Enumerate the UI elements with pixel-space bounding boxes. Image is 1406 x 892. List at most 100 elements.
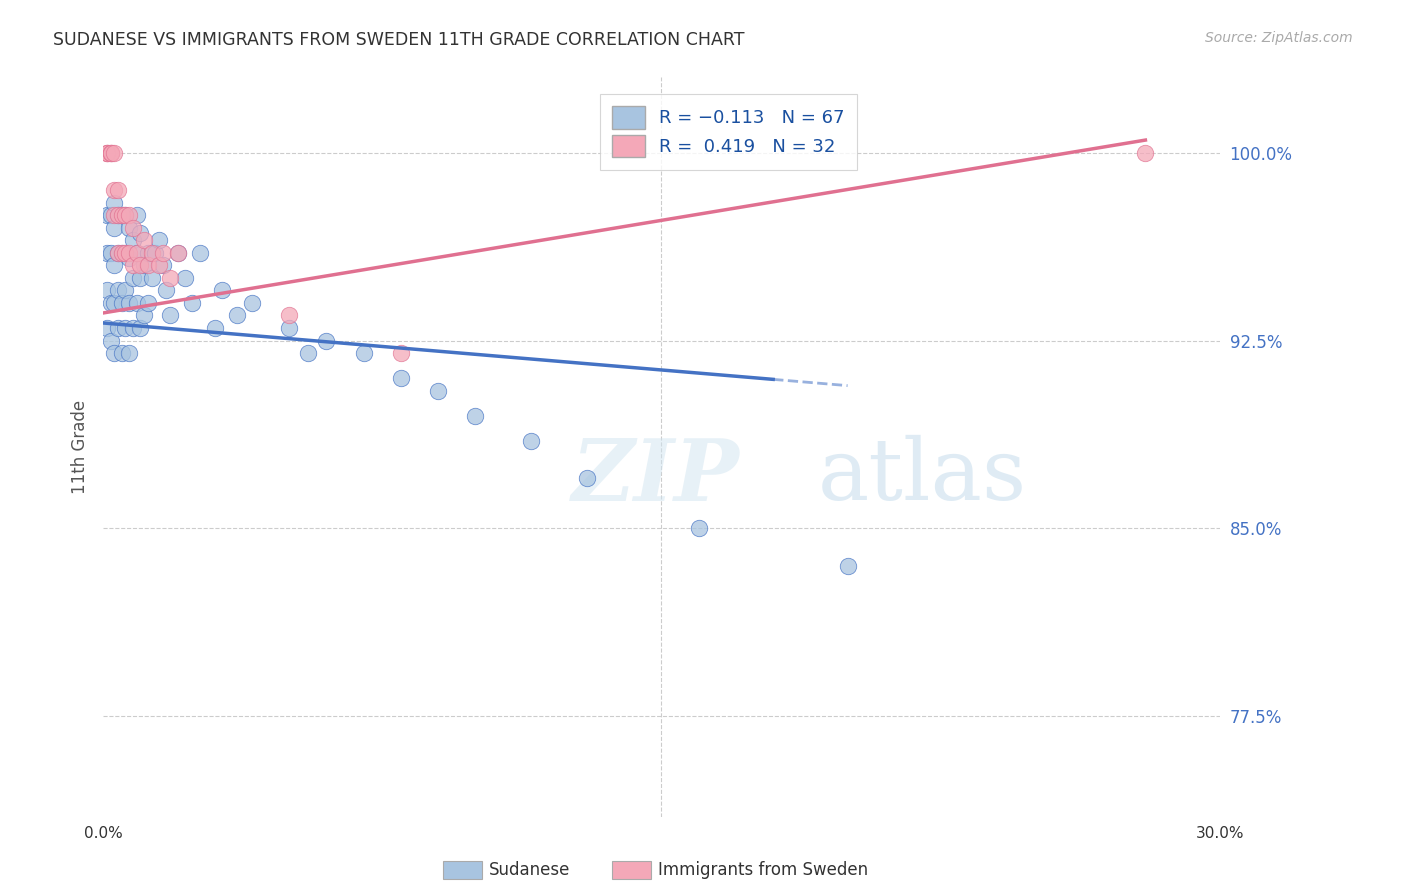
Point <box>159 309 181 323</box>
Point <box>122 233 145 247</box>
Point <box>111 208 134 222</box>
Point <box>96 145 118 160</box>
Point <box>143 245 166 260</box>
Point <box>96 208 118 222</box>
Point <box>141 245 163 260</box>
Point <box>141 271 163 285</box>
Point <box>136 258 159 272</box>
Point <box>107 245 129 260</box>
Text: ZIP: ZIP <box>572 434 740 518</box>
Point <box>107 183 129 197</box>
Point <box>125 245 148 260</box>
Point <box>389 346 412 360</box>
Point <box>114 245 136 260</box>
Point <box>1135 145 1157 160</box>
Text: atlas: atlas <box>818 435 1026 518</box>
Point <box>114 208 136 222</box>
Point <box>125 245 148 260</box>
Point <box>125 208 148 222</box>
Point <box>96 321 118 335</box>
Point <box>122 271 145 285</box>
Point <box>278 309 301 323</box>
Point <box>100 145 122 160</box>
Point <box>111 208 134 222</box>
Point <box>96 145 118 160</box>
Point <box>100 334 122 348</box>
Point <box>118 208 141 222</box>
Point <box>166 245 188 260</box>
Point <box>118 245 141 260</box>
Point <box>114 245 136 260</box>
Point <box>111 296 134 310</box>
Point <box>576 471 599 485</box>
Point <box>96 245 118 260</box>
Point <box>122 220 145 235</box>
Point <box>688 521 710 535</box>
Point <box>100 296 122 310</box>
Point <box>152 258 174 272</box>
Text: Immigrants from Sweden: Immigrants from Sweden <box>658 861 868 879</box>
Point <box>100 145 122 160</box>
Point <box>103 145 125 160</box>
Point <box>118 346 141 360</box>
Point <box>103 183 125 197</box>
Point <box>114 284 136 298</box>
Point <box>837 559 859 574</box>
Point <box>174 271 197 285</box>
Point <box>204 321 226 335</box>
Point <box>103 195 125 210</box>
Point <box>181 296 204 310</box>
Point <box>103 208 125 222</box>
Point <box>136 245 159 260</box>
Point <box>103 220 125 235</box>
Point <box>103 296 125 310</box>
Point <box>114 321 136 335</box>
Point <box>129 271 152 285</box>
Point <box>389 371 412 385</box>
Point <box>103 258 125 272</box>
Point <box>111 245 134 260</box>
Point <box>111 245 134 260</box>
Point <box>122 321 145 335</box>
Legend: R = −0.113   N = 67, R =  0.419   N = 32: R = −0.113 N = 67, R = 0.419 N = 32 <box>599 94 858 169</box>
Point <box>520 434 543 448</box>
Point <box>152 245 174 260</box>
Point <box>129 321 152 335</box>
Point <box>103 346 125 360</box>
Point <box>155 284 177 298</box>
Point <box>166 245 188 260</box>
Point <box>148 233 170 247</box>
Point <box>129 226 152 240</box>
Point <box>297 346 319 360</box>
Point <box>107 208 129 222</box>
Point <box>278 321 301 335</box>
Point <box>114 208 136 222</box>
Text: Source: ZipAtlas.com: Source: ZipAtlas.com <box>1205 31 1353 45</box>
Point <box>188 245 211 260</box>
Point <box>107 284 129 298</box>
Point <box>111 346 134 360</box>
Point <box>427 384 450 398</box>
Point <box>100 245 122 260</box>
Point <box>107 245 129 260</box>
Point <box>129 258 152 272</box>
Point <box>107 208 129 222</box>
Point <box>148 258 170 272</box>
Point <box>118 296 141 310</box>
Point <box>118 251 141 265</box>
Point <box>118 220 141 235</box>
Point <box>353 346 375 360</box>
Point <box>96 145 118 160</box>
Point <box>315 334 337 348</box>
Point <box>211 284 233 298</box>
Point <box>132 258 155 272</box>
Point <box>122 258 145 272</box>
Point <box>132 309 155 323</box>
Point <box>96 284 118 298</box>
Text: SUDANESE VS IMMIGRANTS FROM SWEDEN 11TH GRADE CORRELATION CHART: SUDANESE VS IMMIGRANTS FROM SWEDEN 11TH … <box>53 31 745 49</box>
Point <box>100 145 122 160</box>
Point <box>107 321 129 335</box>
Point <box>132 233 155 247</box>
Y-axis label: 11th Grade: 11th Grade <box>72 400 89 494</box>
Point <box>464 409 486 423</box>
